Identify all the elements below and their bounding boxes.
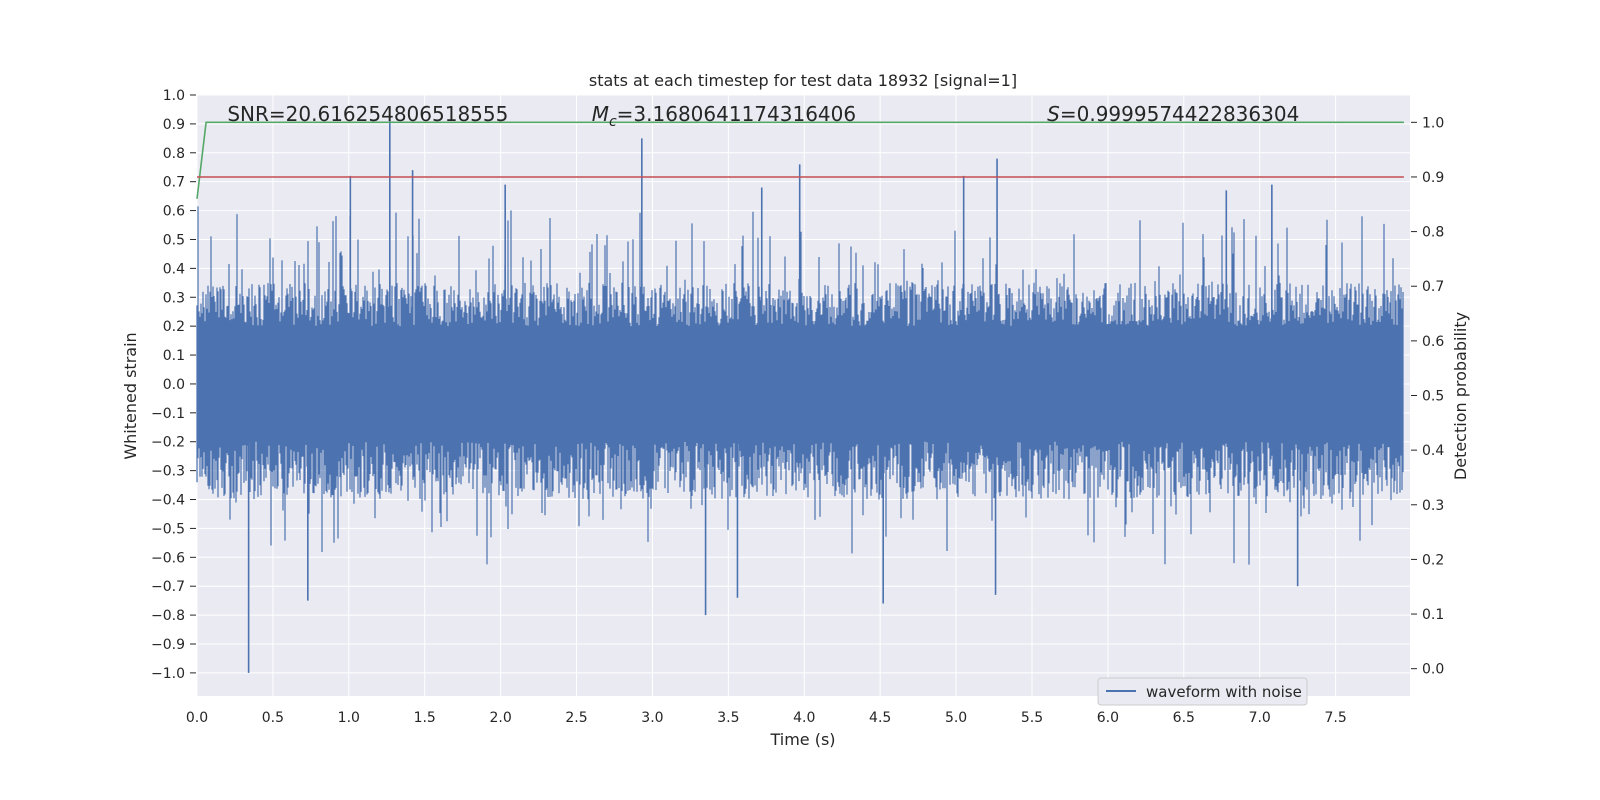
annotations: SNR=20.616254806518555 Mc=3.1680641174316… bbox=[227, 102, 1299, 130]
y-tick-label: −0.9 bbox=[151, 637, 185, 653]
y-tick-label: −0.1 bbox=[151, 406, 185, 422]
y-tick-label: −0.7 bbox=[151, 579, 185, 595]
x-tick-label: 3.0 bbox=[641, 710, 663, 726]
x-tick-label: 0.0 bbox=[186, 710, 208, 726]
y-tick-label: 0.5 bbox=[163, 232, 185, 248]
y-tick-label: −0.3 bbox=[151, 464, 185, 480]
waveform-line bbox=[196, 206, 1404, 565]
x-tick-label: 6.0 bbox=[1097, 710, 1119, 726]
y-tick-label: 0.7 bbox=[163, 175, 185, 191]
detection-probability-line bbox=[196, 121, 1404, 199]
y-tick-label: −0.6 bbox=[151, 550, 185, 566]
y2-tick-label: 0.1 bbox=[1422, 607, 1444, 623]
annotation-text: S=0.9999574422836304 bbox=[1047, 102, 1299, 126]
x-tick-label: 4.0 bbox=[793, 710, 815, 726]
y2-tick-label: 0.9 bbox=[1422, 170, 1444, 186]
x-axis-label: Time (s) bbox=[769, 730, 835, 749]
legend-box bbox=[1097, 677, 1308, 706]
y2-tick-label: 0.2 bbox=[1422, 552, 1444, 568]
probability-series bbox=[196, 121, 1404, 199]
y-tick-label: 0.9 bbox=[163, 117, 185, 133]
tick-labels: 0.0 0.5 1.0 1.5 2.0 2.5 3.0 3.5 4.0 4.5 5.0 5.5 6.0 6… bbox=[151, 88, 1444, 726]
y2-tick-label: 1.0 bbox=[1422, 115, 1444, 131]
x-tick-label: 5.5 bbox=[1021, 710, 1043, 726]
y2-tick-label: 0.4 bbox=[1422, 443, 1444, 459]
y-tick-label: −0.4 bbox=[151, 493, 185, 509]
y2-tick-label: 0.5 bbox=[1422, 389, 1444, 405]
y2-tick-label: 0.6 bbox=[1422, 334, 1444, 350]
y-tick-label: −0.2 bbox=[151, 435, 185, 451]
chart-title: stats at each timestep for test data 189… bbox=[589, 71, 1017, 90]
y-tick-label: 0.4 bbox=[163, 261, 185, 277]
y2-tick-label: 0.7 bbox=[1422, 279, 1444, 295]
y2-tick-label: 0.8 bbox=[1422, 225, 1444, 241]
x-tick-label: 7.5 bbox=[1324, 710, 1346, 726]
y2-tick-label: 0.3 bbox=[1422, 498, 1444, 514]
y-tick-label: 0.3 bbox=[163, 290, 185, 306]
x-tick-label: 1.0 bbox=[338, 710, 360, 726]
y2-tick-label: 0.0 bbox=[1422, 662, 1444, 678]
y-tick-label: −1.0 bbox=[151, 666, 185, 682]
waveform-series bbox=[196, 121, 1404, 673]
y-tick-label: −0.5 bbox=[151, 521, 185, 537]
annotation-text: SNR=20.616254806518555 bbox=[227, 102, 508, 126]
x-tick-label: 6.5 bbox=[1173, 710, 1195, 726]
x-tick-label: 3.5 bbox=[717, 710, 739, 726]
x-tick-label: 0.5 bbox=[262, 710, 284, 726]
y-tick-label: −0.8 bbox=[151, 608, 185, 624]
y2-axis-label: Detection probability bbox=[1451, 312, 1470, 480]
x-tick-label: 2.5 bbox=[565, 710, 587, 726]
y-axis-label: Whitened strain bbox=[121, 332, 140, 459]
x-tick-label: 1.5 bbox=[414, 710, 436, 726]
x-tick-label: 7.0 bbox=[1249, 710, 1271, 726]
y-tick-label: 0.6 bbox=[163, 204, 185, 220]
x-tick-label: 4.5 bbox=[869, 710, 891, 726]
legend: waveform with noise bbox=[1097, 677, 1308, 706]
y-tick-label: 0.8 bbox=[163, 146, 185, 162]
x-tick-label: 2.0 bbox=[489, 710, 511, 726]
y-tick-label: 1.0 bbox=[163, 88, 185, 104]
y-tick-label: 0.1 bbox=[163, 348, 185, 364]
x-tick-label: 5.0 bbox=[945, 710, 967, 726]
y-tick-label: 0.0 bbox=[163, 377, 185, 393]
legend-label: waveform with noise bbox=[1146, 683, 1302, 701]
annotation-text: Mc=3.1680641174316406 bbox=[592, 102, 856, 130]
y-tick-label: 0.2 bbox=[163, 319, 185, 335]
